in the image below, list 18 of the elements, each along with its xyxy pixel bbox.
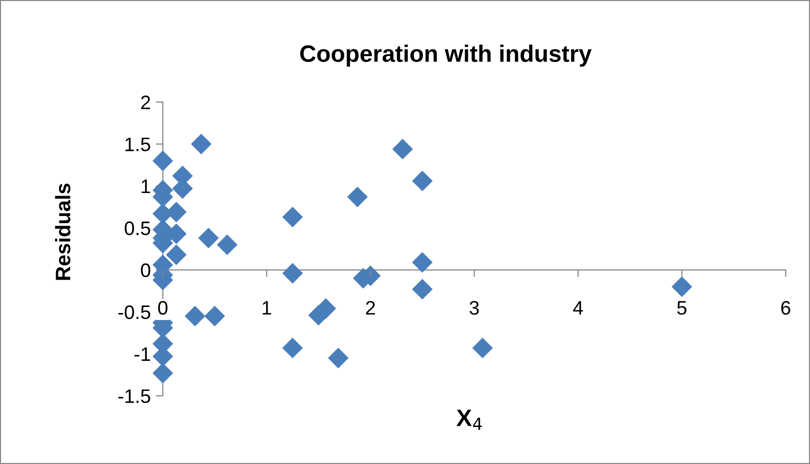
y-tick-label: 2 (141, 96, 150, 110)
x-tick-label: 6 (781, 300, 790, 315)
y-tick-label: 0.5 (124, 221, 150, 236)
y-tick-label: 1 (142, 180, 150, 194)
x-tick-label: 5 (677, 301, 686, 315)
x-tick-label: 4 (573, 301, 583, 315)
y-tick-label: -0.5 (118, 305, 150, 320)
x-axis-title: X$_{4}$ (456, 410, 482, 430)
y-tick-label: 0 (140, 263, 150, 278)
y-tick-label: -1.5 (118, 389, 150, 404)
y-tick-label: -1 (134, 348, 150, 361)
x-tick-label: 1 (262, 301, 272, 315)
y-axis-title: Residuals (55, 184, 70, 280)
x-tick-label: 0 (158, 300, 168, 315)
y-tick-label: 1.5 (125, 138, 150, 152)
x-tick-label: 3 (470, 300, 479, 315)
chart-title: Cooperation with industry (300, 44, 592, 67)
x-tick-label: 2 (366, 300, 375, 315)
